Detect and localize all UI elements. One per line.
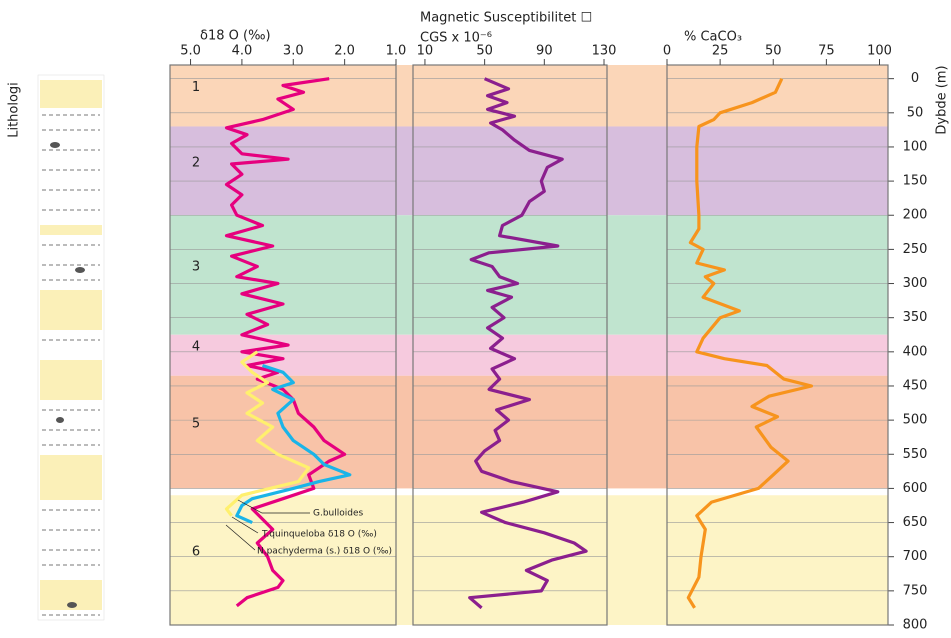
y-tick-label: 700: [903, 549, 928, 564]
x-tick-label: 130: [592, 44, 617, 59]
chart: Lithologi 123456 05010015020025030035040…: [0, 0, 951, 634]
y-tick-label: 450: [903, 378, 928, 393]
x-tick-label: 50: [765, 44, 782, 59]
x-tick-label: 2.0: [334, 44, 355, 59]
x-tick-label: 50: [476, 44, 493, 59]
zone-label: 2: [192, 155, 200, 170]
chart-title: Magnetic Susceptibilitet ☐: [420, 11, 592, 26]
x-tick-label: 10: [417, 44, 434, 59]
chart-subtitle: CGS x 10⁻⁶: [420, 31, 492, 46]
zone-label: 6: [192, 545, 200, 560]
y-tick-label: 550: [903, 447, 928, 462]
zone-label: 4: [192, 340, 200, 355]
y-tick-label: 100: [903, 139, 928, 154]
y-tick-label: 300: [903, 276, 928, 291]
y-tick-label: 400: [903, 344, 928, 359]
y-tick-label: 750: [903, 583, 928, 598]
x-tick-label: 4.0: [232, 44, 253, 59]
series-annotation: N.pachyderma (s.) δ18 O (‰): [257, 547, 392, 557]
zone-label: 1: [192, 80, 200, 95]
zone-label: 5: [192, 417, 200, 432]
x-tick-label: 3.0: [283, 44, 304, 59]
series-annotation: T.quinqueloba δ18 O (‰): [261, 530, 377, 540]
y-axis-label: Dybde (m): [935, 65, 950, 134]
x-tick-label: 75: [818, 44, 835, 59]
y-tick-label: 600: [903, 481, 928, 496]
zone-label: 3: [192, 260, 200, 275]
x-tick-label: 90: [536, 44, 553, 59]
series-annotation: G.bulloides: [313, 509, 364, 519]
y-tick-label: 0: [911, 71, 919, 86]
x-tick-label: 5.0: [180, 44, 201, 59]
x-tick-label: 100: [867, 44, 892, 59]
zone-band: [170, 215, 888, 335]
x-tick-label: 1.0: [386, 44, 407, 59]
y-tick-label: 350: [903, 310, 928, 325]
y-tick-label: 200: [903, 208, 928, 223]
x-tick-label: 25: [712, 44, 729, 59]
zone-band: [170, 495, 888, 625]
y-tick-label: 500: [903, 413, 928, 428]
zone-band: [170, 65, 888, 126]
chart-title: % CaCO₃: [684, 30, 742, 45]
y-tick-label: 150: [903, 174, 928, 189]
lithology-column: [38, 75, 104, 620]
x-tick-label: 0: [663, 44, 671, 59]
y-tick-label: 650: [903, 515, 928, 530]
y-tick-label: 250: [903, 242, 928, 257]
lithology-label: Lithologi: [7, 82, 22, 138]
y-tick-label: 50: [907, 105, 924, 120]
chart-title: δ18 O (‰): [200, 29, 271, 44]
y-tick-label: 800: [903, 618, 928, 633]
